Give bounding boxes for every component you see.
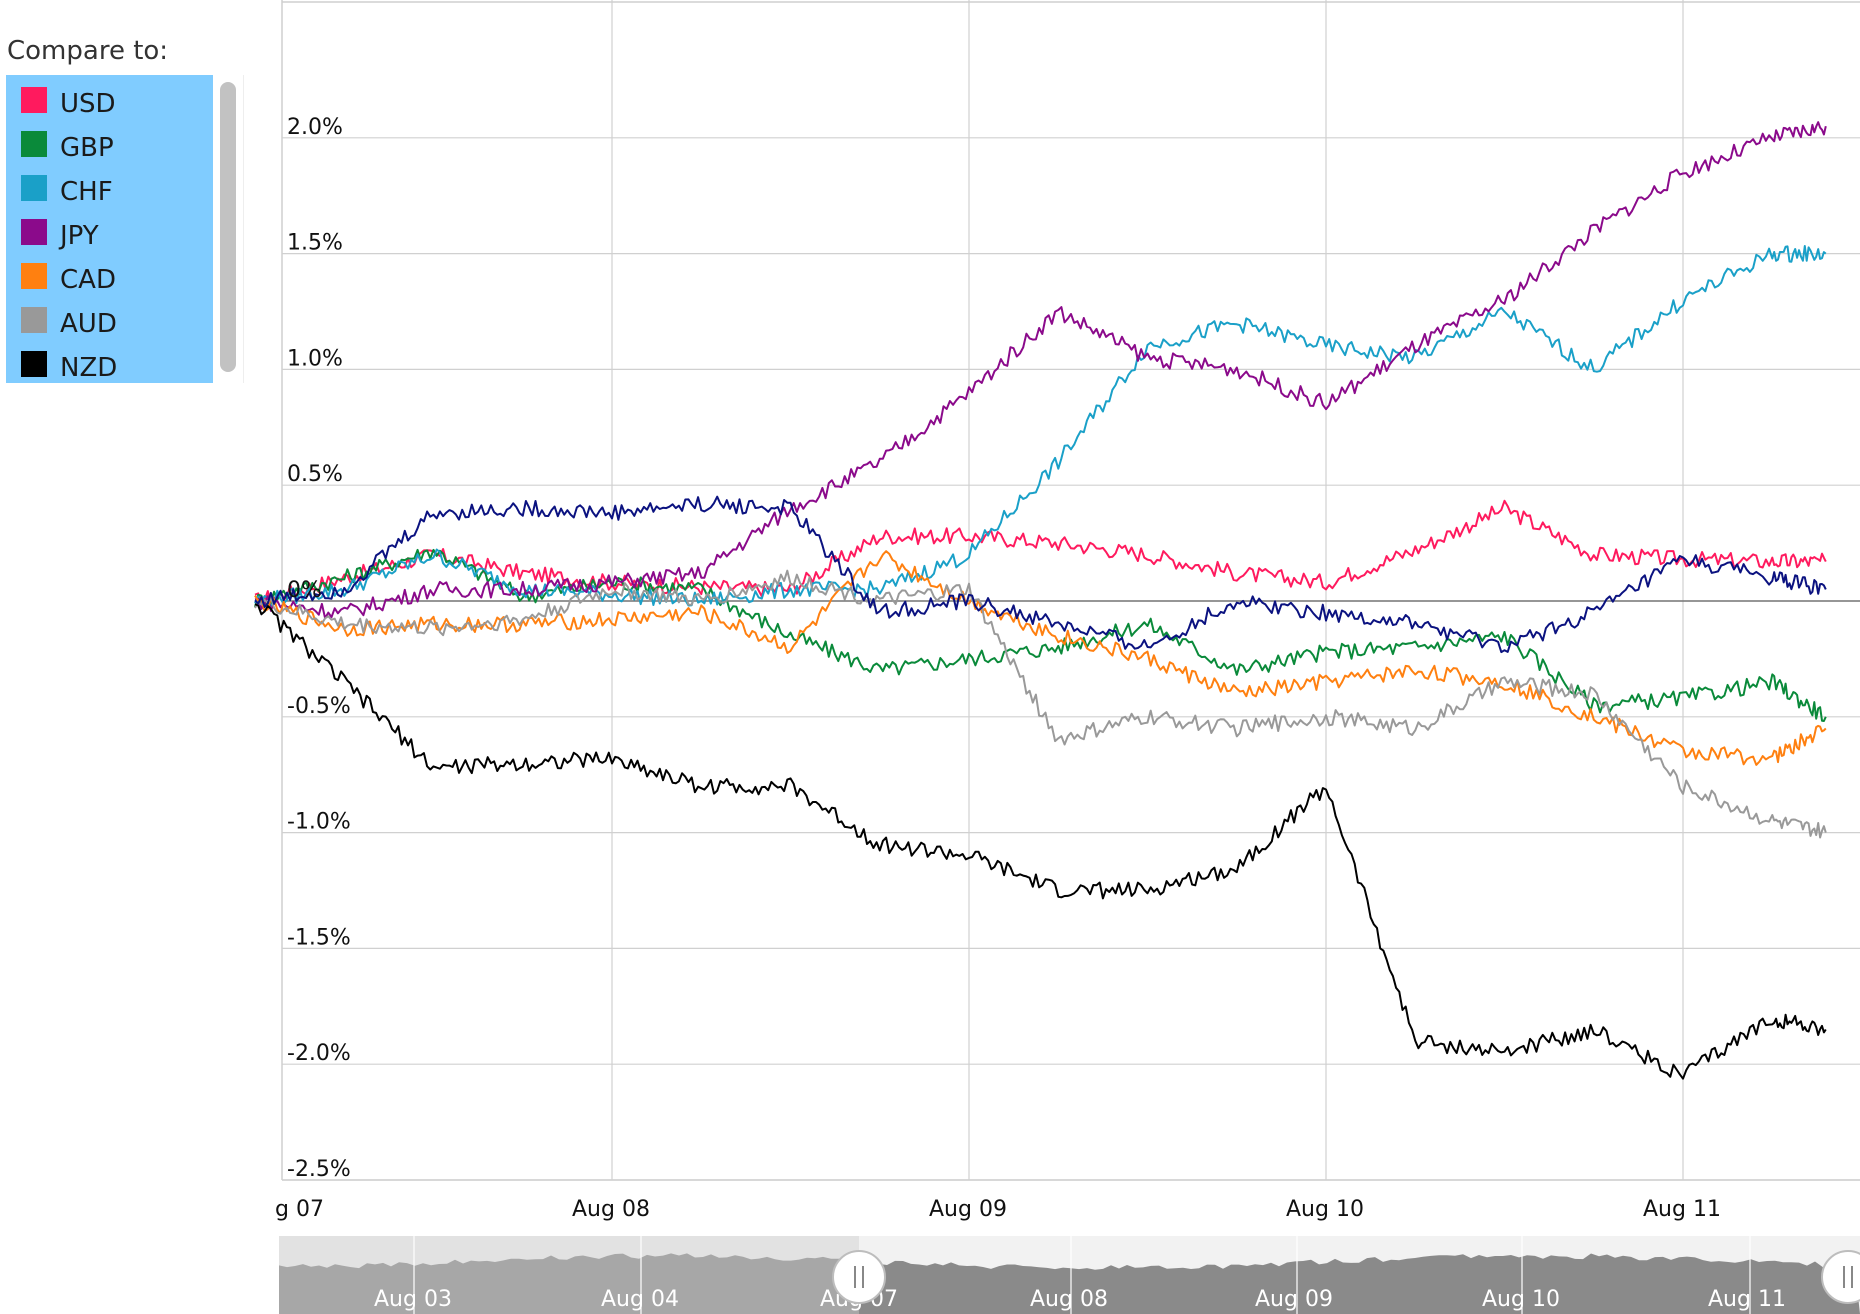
navigator-label: Aug 09 <box>1255 1287 1333 1312</box>
y-tick-label: 1.5% <box>287 231 343 256</box>
x-axis-ticks: g 07 Aug 08 Aug 09 Aug 10 Aug 11 <box>275 1197 1721 1222</box>
navigator-left-handle[interactable] <box>832 1250 886 1304</box>
chart-grid <box>281 0 1860 1181</box>
legend-item-gbp[interactable]: GBP <box>12 123 212 163</box>
range-navigator[interactable]: Aug 03 Aug 04 Aug 07 Aug 08 Aug 09 Aug 10 Aug … <box>279 1236 1860 1314</box>
series-line-2 <box>254 245 1827 607</box>
legend-item-chf[interactable]: CHF <box>12 167 212 207</box>
legend-swatch <box>21 219 47 245</box>
legend-item-aud[interactable]: AUD <box>12 299 212 339</box>
legend-swatch <box>21 87 47 113</box>
y-tick-label: -0.5% <box>287 694 351 719</box>
series-line-4 <box>254 550 1827 766</box>
x-tick-label: Aug 11 <box>1643 1197 1721 1222</box>
legend-item-cad[interactable]: CAD <box>12 255 212 295</box>
series-line-3 <box>254 121 1827 620</box>
legend-label: NZD <box>60 353 118 383</box>
y-axis-ticks: 2.0% 1.5% 1.0% 0.5% 0% -0.5% -1.0% -1.5% -2.0% -2… <box>287 115 351 1182</box>
legend-swatch <box>21 131 47 157</box>
y-tick-label: -2.5% <box>287 1157 351 1182</box>
legend-label: AUD <box>60 309 117 339</box>
x-tick-label: Aug 09 <box>929 1197 1007 1222</box>
legend-label: GBP <box>60 133 114 163</box>
y-tick-label: -2.0% <box>287 1041 351 1066</box>
legend-item-usd[interactable]: USD <box>12 79 212 119</box>
legend-title: Compare to: <box>7 36 169 66</box>
y-tick-label: 2.0% <box>287 115 343 140</box>
x-tick-label: g 07 <box>275 1197 324 1222</box>
legend-swatch <box>21 351 47 377</box>
series-line-6 <box>254 603 1827 1080</box>
navigator-label: Aug 04 <box>601 1287 679 1312</box>
legend-item-jpy[interactable]: JPY <box>12 211 212 251</box>
navigator-label: Aug 10 <box>1482 1287 1560 1312</box>
legend-label: JPY <box>60 221 99 251</box>
chart-series <box>254 121 1827 1080</box>
y-tick-label: -1.5% <box>287 925 351 950</box>
legend-scrollbar[interactable] <box>220 82 236 372</box>
navigator-label: Aug 03 <box>374 1287 452 1312</box>
navigator-label: Aug 08 <box>1030 1287 1108 1312</box>
legend-item-nzd[interactable]: NZD <box>12 343 212 383</box>
navigator-area <box>279 1253 1860 1314</box>
navigator-label: Aug 11 <box>1708 1287 1786 1312</box>
y-tick-label: 0.5% <box>287 462 343 487</box>
x-tick-label: Aug 08 <box>572 1197 650 1222</box>
legend-swatch <box>21 263 47 289</box>
series-line-5 <box>254 569 1827 839</box>
legend-label: USD <box>60 89 116 119</box>
y-tick-label: 0% <box>287 578 322 603</box>
series-line-7 <box>254 495 1827 654</box>
legend-panel: USD GBP CHF JPY CAD AUD NZD <box>6 75 213 383</box>
legend-label: CAD <box>60 265 116 295</box>
navigator-mask-left <box>279 1236 859 1314</box>
legend-swatch <box>21 175 47 201</box>
series-line-1 <box>254 548 1827 722</box>
y-tick-label: 1.0% <box>287 346 343 371</box>
navigator-right-handle[interactable] <box>1821 1250 1860 1304</box>
series-line-0 <box>254 499 1827 608</box>
y-tick-label: -1.0% <box>287 810 351 835</box>
x-tick-label: Aug 10 <box>1286 1197 1364 1222</box>
legend-swatch <box>21 307 47 333</box>
legend-label: CHF <box>60 177 113 207</box>
